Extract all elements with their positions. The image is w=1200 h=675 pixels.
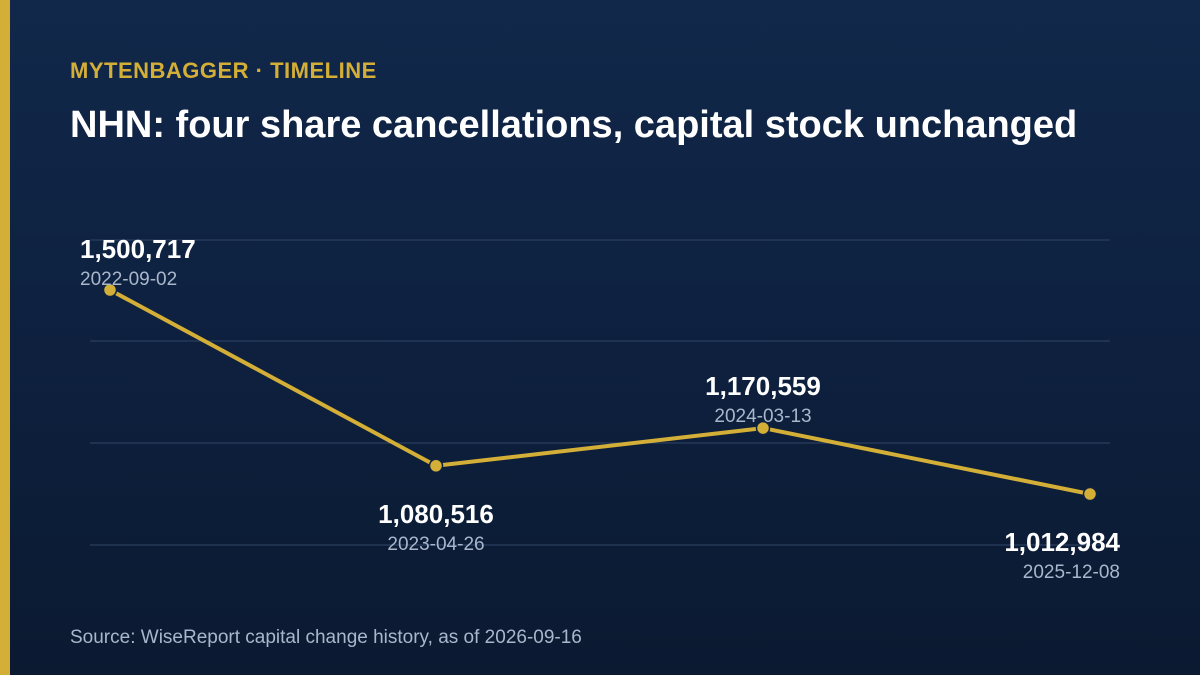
date-label: 2025-12-08 xyxy=(1023,562,1120,583)
value-label: 1,012,984 xyxy=(1004,527,1120,557)
data-point xyxy=(428,458,444,474)
date-label: 2023-04-26 xyxy=(387,534,484,555)
data-point xyxy=(102,282,118,298)
gridlines xyxy=(90,239,1110,546)
value-label: 1,170,559 xyxy=(705,371,821,401)
data-labels: 1,500,717 2022-09-02 1,080,516 2023-04-26 1,… xyxy=(80,234,1121,583)
date-label: 2022-09-02 xyxy=(80,269,177,290)
date-label: 2024-03-13 xyxy=(714,406,811,427)
accent-bar xyxy=(0,0,10,675)
data-point xyxy=(755,420,771,436)
value-label: 1,500,717 xyxy=(80,234,196,264)
data-points xyxy=(102,282,1098,502)
series-line xyxy=(108,288,1092,496)
value-label: 1,080,516 xyxy=(378,499,494,529)
source-note: Source: WiseReport capital change histor… xyxy=(70,627,582,648)
data-point xyxy=(1082,486,1098,502)
page-title: NHN: four share cancellations, capital s… xyxy=(70,104,1078,146)
kicker: MYTENBAGGER · TIMELINE xyxy=(70,58,377,83)
